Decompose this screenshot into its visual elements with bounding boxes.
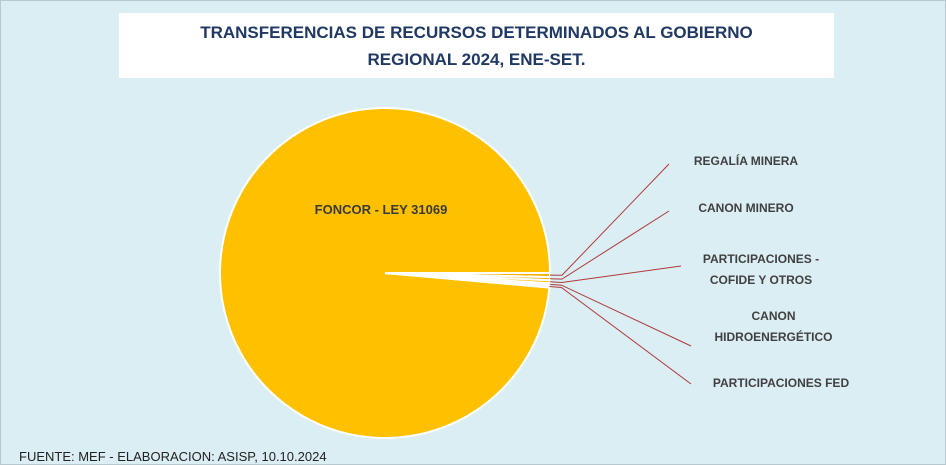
slice-label: CANON MINERO bbox=[698, 201, 794, 215]
leader-line bbox=[549, 283, 692, 347]
leader-line bbox=[549, 285, 692, 385]
slice-label: CANON HIDROENERGÉTICO bbox=[714, 309, 833, 344]
source: FUENTE: MEF - ELABORACION: ASISP, 10.10.… bbox=[19, 449, 327, 464]
leader-line bbox=[549, 265, 682, 283]
slice-label: PARTICIPACIONES - COFIDE Y OTROS bbox=[702, 252, 820, 287]
slice-label: PARTICIPACIONES FED bbox=[712, 376, 850, 390]
chart-title: TRANSFERENCIAS DE RECURSOS DETERMINADOS … bbox=[119, 13, 834, 78]
leader-line bbox=[549, 163, 670, 276]
pie-slice bbox=[384, 272, 551, 289]
slice-label: FONCOR - LEY 31069 bbox=[314, 202, 448, 217]
leader-line bbox=[549, 210, 670, 280]
slice-label: REGALÍA MINERA bbox=[693, 154, 799, 168]
